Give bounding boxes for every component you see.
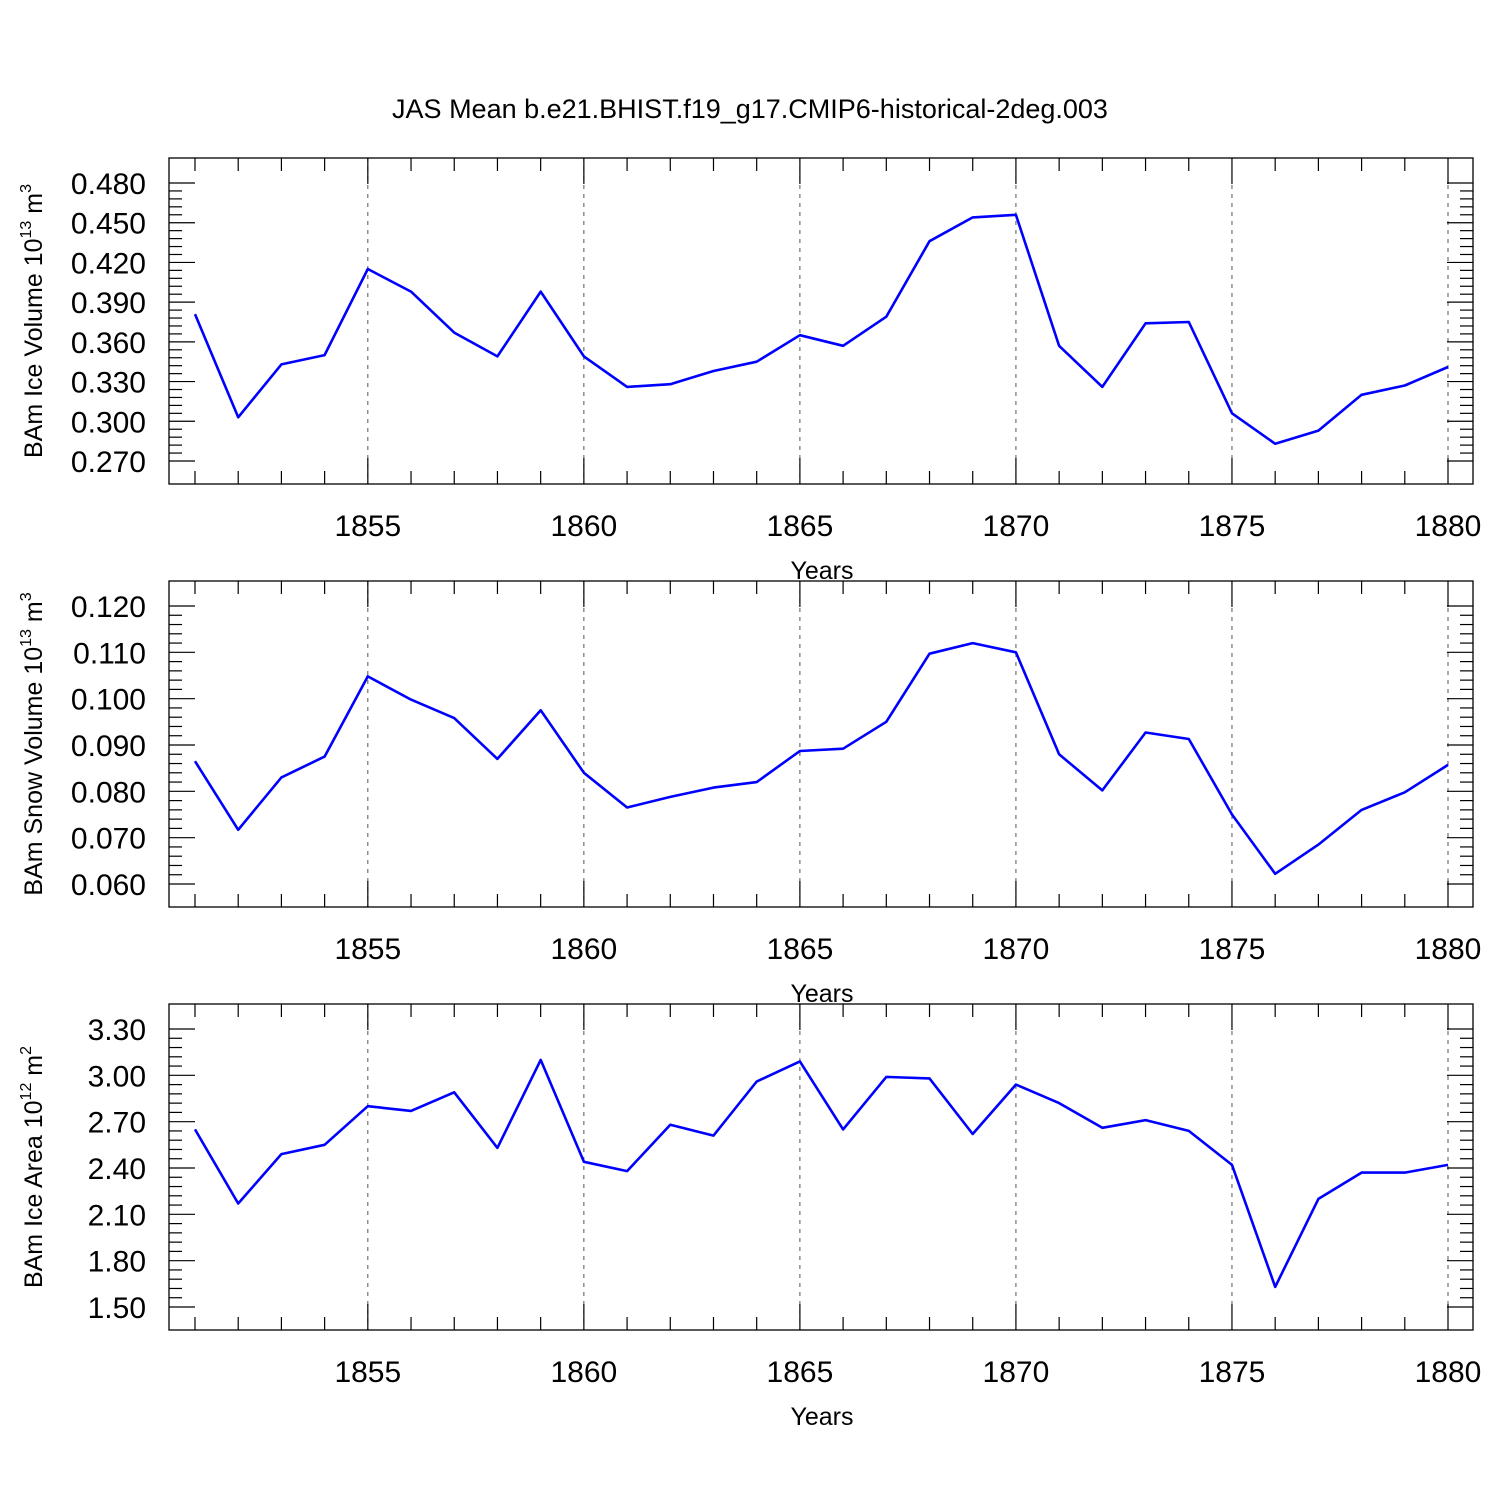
x-tick-label: 1875 <box>1199 510 1266 543</box>
y-tick-label: 0.330 <box>71 367 146 400</box>
y-axis-title-part: BAm Snow Volume 10 <box>20 647 48 896</box>
y-tick-label: 1.80 <box>88 1246 146 1279</box>
x-tick-label: 1865 <box>767 933 834 966</box>
y-tick-label: 0.080 <box>71 776 146 809</box>
y-axis-title-superscript: 13 <box>18 629 35 647</box>
y-axis-title-superscript: 12 <box>18 1083 35 1101</box>
panels: 0.270 0.300 0.330 0.360 0.390 0.420 0.450 0.480… <box>18 157 1482 1431</box>
panel-1: 0.270 0.300 0.330 0.360 0.390 0.420 0.450 0.480… <box>18 157 1482 585</box>
y-axis-title-part: BAm Ice Volume 10 <box>20 238 48 458</box>
x-tick-label: 1870 <box>983 1356 1050 1389</box>
plot-frame <box>168 157 1474 485</box>
x-tick-label: 1865 <box>767 510 834 543</box>
y-tick-label: 0.120 <box>71 591 146 624</box>
chart-title: JAS Mean b.e21.BHIST.f19_g17.CMIP6-histo… <box>392 94 1108 124</box>
panel-3: 1.50 1.80 2.10 2.40 2.70 3.00 3.30 1855 1860 1865… <box>18 1003 1482 1431</box>
x-tick-label: 1860 <box>550 510 617 543</box>
y-axis-title-superscript: 13 <box>18 221 35 239</box>
x-tick-label: 1860 <box>550 1356 617 1389</box>
x-axis-title: Years <box>790 1403 853 1431</box>
y-axis-title-part: BAm Ice Area 10 <box>20 1100 48 1288</box>
x-tick-label: 1880 <box>1415 933 1482 966</box>
x-tick-label: 1880 <box>1415 1356 1482 1389</box>
y-tick-label: 1.50 <box>88 1292 146 1325</box>
y-tick-label: 3.00 <box>88 1060 146 1093</box>
y-axis-title-superscript: 3 <box>18 184 35 193</box>
y-axis-title-part: m <box>20 1055 48 1083</box>
x-tick-label: 1870 <box>983 510 1050 543</box>
y-tick-label: 0.450 <box>71 208 146 241</box>
series-line <box>193 213 1449 446</box>
panel-2: 0.060 0.070 0.080 0.090 0.100 0.110 0.120 1855 1… <box>18 580 1482 1008</box>
y-tick-label: 0.480 <box>71 168 146 201</box>
y-tick-label: 2.70 <box>88 1107 146 1140</box>
plot-frame <box>168 580 1474 908</box>
y-axis-title-superscript: 2 <box>18 1046 35 1055</box>
x-tick-label: 1860 <box>550 933 617 966</box>
y-axis-title: BAm Snow Volume 1013 m3 <box>18 592 48 895</box>
y-axis-title: BAm Ice Area 1012 m2 <box>18 1046 48 1288</box>
y-tick-label: 0.270 <box>71 446 146 479</box>
y-tick-label: 0.390 <box>71 287 146 320</box>
x-tick-label: 1875 <box>1199 1356 1266 1389</box>
x-tick-label: 1875 <box>1199 933 1266 966</box>
y-tick-label: 2.40 <box>88 1153 146 1186</box>
y-axis-title-part: m <box>20 193 48 221</box>
y-tick-label: 0.360 <box>71 327 146 360</box>
y-axis-title-superscript: 3 <box>18 592 35 601</box>
plot-frame <box>168 1003 1474 1331</box>
y-tick-label: 0.070 <box>71 823 146 856</box>
x-tick-label: 1855 <box>334 510 401 543</box>
x-tick-label: 1855 <box>334 1356 401 1389</box>
y-tick-label: 0.060 <box>71 869 146 902</box>
y-tick-label: 0.090 <box>71 730 146 763</box>
x-tick-label: 1855 <box>334 933 401 966</box>
y-tick-label: 0.110 <box>73 637 146 670</box>
y-tick-label: 0.420 <box>71 247 146 280</box>
x-axis-title: Years <box>790 557 853 585</box>
series-line <box>193 641 1449 876</box>
y-tick-label: 2.10 <box>88 1199 146 1232</box>
y-tick-label: 0.100 <box>71 684 146 717</box>
y-tick-label: 3.30 <box>88 1014 146 1047</box>
x-tick-label: 1870 <box>983 933 1050 966</box>
y-tick-label: 0.300 <box>71 406 146 439</box>
y-axis-title-part: m <box>20 601 48 629</box>
x-tick-label: 1880 <box>1415 510 1482 543</box>
y-axis-title: BAm Ice Volume 1013 m3 <box>18 184 48 458</box>
x-axis-title: Years <box>790 980 853 1008</box>
series-line <box>193 1058 1449 1289</box>
x-tick-label: 1865 <box>767 1356 834 1389</box>
